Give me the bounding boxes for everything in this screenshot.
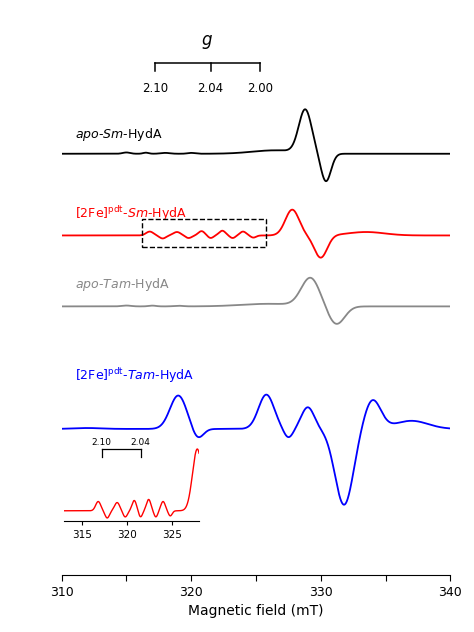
Text: [2Fe]$^{\mathregular{pdt}}$-$\it{Sm}$-HydA: [2Fe]$^{\mathregular{pdt}}$-$\it{Sm}$-Hy… [74,205,186,223]
X-axis label: Magnetic field (mT): Magnetic field (mT) [188,604,324,618]
Text: $\it{g}$: $\it{g}$ [201,33,213,51]
Text: 2.04: 2.04 [131,438,150,447]
Text: $\it{apo}$-$\it{Tam}$-HydA: $\it{apo}$-$\it{Tam}$-HydA [74,276,170,293]
Text: 2.04: 2.04 [198,82,224,95]
Text: 2.10: 2.10 [92,438,112,447]
Text: 2.10: 2.10 [142,82,168,95]
Text: 2.00: 2.00 [247,82,273,95]
Bar [142,219,266,247]
Text: $\it{apo}$-$\it{Sm}$-HydA: $\it{apo}$-$\it{Sm}$-HydA [74,126,162,143]
Text: [2Fe]$^{\mathregular{pdt}}$-$\it{Tam}$-HydA: [2Fe]$^{\mathregular{pdt}}$-$\it{Tam}$-H… [74,366,194,385]
